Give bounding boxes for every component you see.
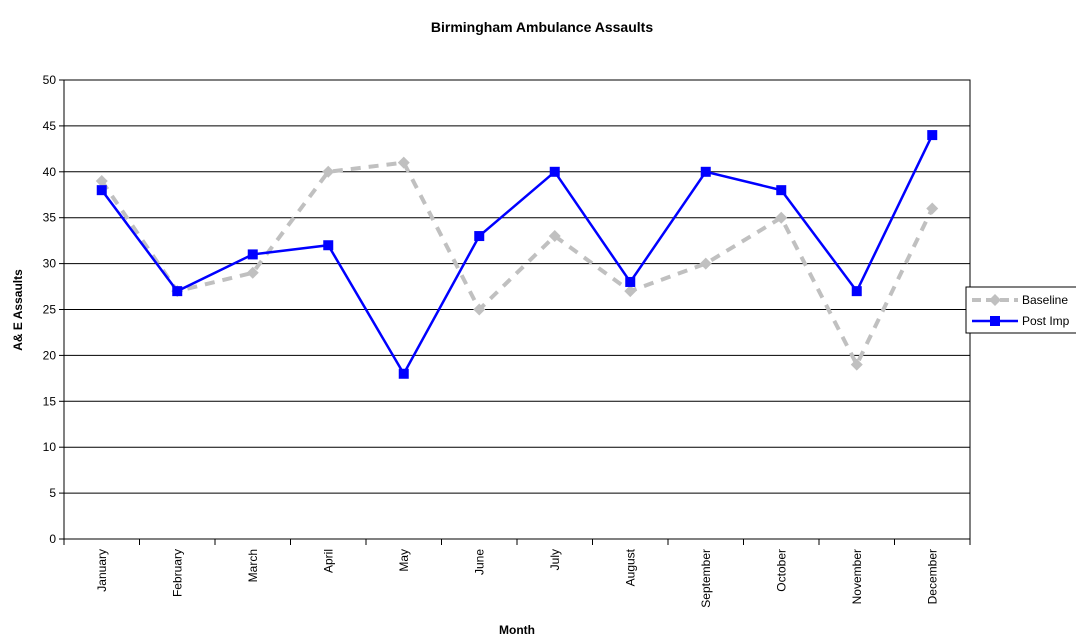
- y-tick-label: 45: [43, 119, 57, 133]
- series-line: [100, 134, 934, 377]
- legend-marker: [989, 294, 1001, 306]
- y-axis-label: A& E Assaults: [11, 269, 25, 351]
- x-tick-label: December: [925, 549, 939, 604]
- data-point: [775, 211, 788, 224]
- x-tick-label: July: [548, 549, 562, 570]
- data-point: [247, 249, 258, 260]
- y-tick-label: 40: [43, 165, 57, 179]
- x-tick-label: March: [246, 549, 260, 582]
- y-tick-label: 25: [43, 303, 57, 317]
- data-point: [548, 230, 561, 243]
- x-tick-label: October: [774, 549, 788, 592]
- data-point: [625, 276, 636, 287]
- data-point: [398, 368, 409, 379]
- x-tick-label: September: [699, 549, 713, 608]
- data-point: [700, 166, 711, 177]
- y-tick-label: 15: [43, 394, 57, 408]
- series-layer: [95, 130, 939, 379]
- legend-label: Baseline: [1022, 293, 1068, 307]
- series-2: [96, 130, 938, 379]
- data-point: [927, 130, 938, 141]
- y-tick-label: 30: [43, 257, 57, 271]
- data-point: [474, 231, 485, 242]
- legend-item-2: Post Imp: [972, 314, 1070, 328]
- data-point: [624, 285, 637, 298]
- x-tick-label: January: [95, 549, 109, 592]
- data-point: [96, 185, 107, 196]
- y-tick-label: 20: [43, 348, 57, 362]
- legend-marker: [990, 316, 1000, 326]
- data-point: [926, 202, 939, 215]
- data-point: [246, 266, 259, 279]
- chart-title: Birmingham Ambulance Assaults: [431, 19, 653, 35]
- data-point: [549, 166, 560, 177]
- data-point: [850, 358, 863, 371]
- x-tick-label: April: [321, 549, 335, 573]
- x-tick-label: February: [170, 549, 184, 597]
- data-point: [172, 286, 183, 297]
- data-point: [851, 286, 862, 297]
- data-point: [323, 240, 334, 251]
- legend-box: [965, 286, 1076, 334]
- data-point: [322, 165, 335, 178]
- y-tick-label: 0: [49, 532, 56, 546]
- legend-label: Post Imp: [1022, 314, 1070, 328]
- data-point: [397, 156, 410, 169]
- axes: 0 5 10 15 20 25 30 35 40 45 50 January February March…: [43, 73, 971, 608]
- x-tick-label: May: [397, 549, 411, 572]
- legend: Baseline Post Imp: [965, 286, 1076, 334]
- data-point: [95, 174, 108, 187]
- grid-lines: [64, 79, 970, 494]
- y-tick-label: 10: [43, 440, 57, 454]
- legend-item-1: Baseline: [972, 293, 1068, 307]
- x-tick-label: November: [850, 549, 864, 604]
- y-tick-label: 35: [43, 211, 57, 225]
- x-tick-label: August: [623, 548, 637, 586]
- y-tick-label: 5: [49, 486, 56, 500]
- y-tick-label: 50: [43, 73, 57, 87]
- data-point: [473, 303, 486, 316]
- series-line: [100, 160, 935, 370]
- x-axis-label: Month: [499, 623, 535, 637]
- data-point: [699, 257, 712, 270]
- data-point: [776, 185, 787, 196]
- x-tick-label: June: [472, 549, 486, 575]
